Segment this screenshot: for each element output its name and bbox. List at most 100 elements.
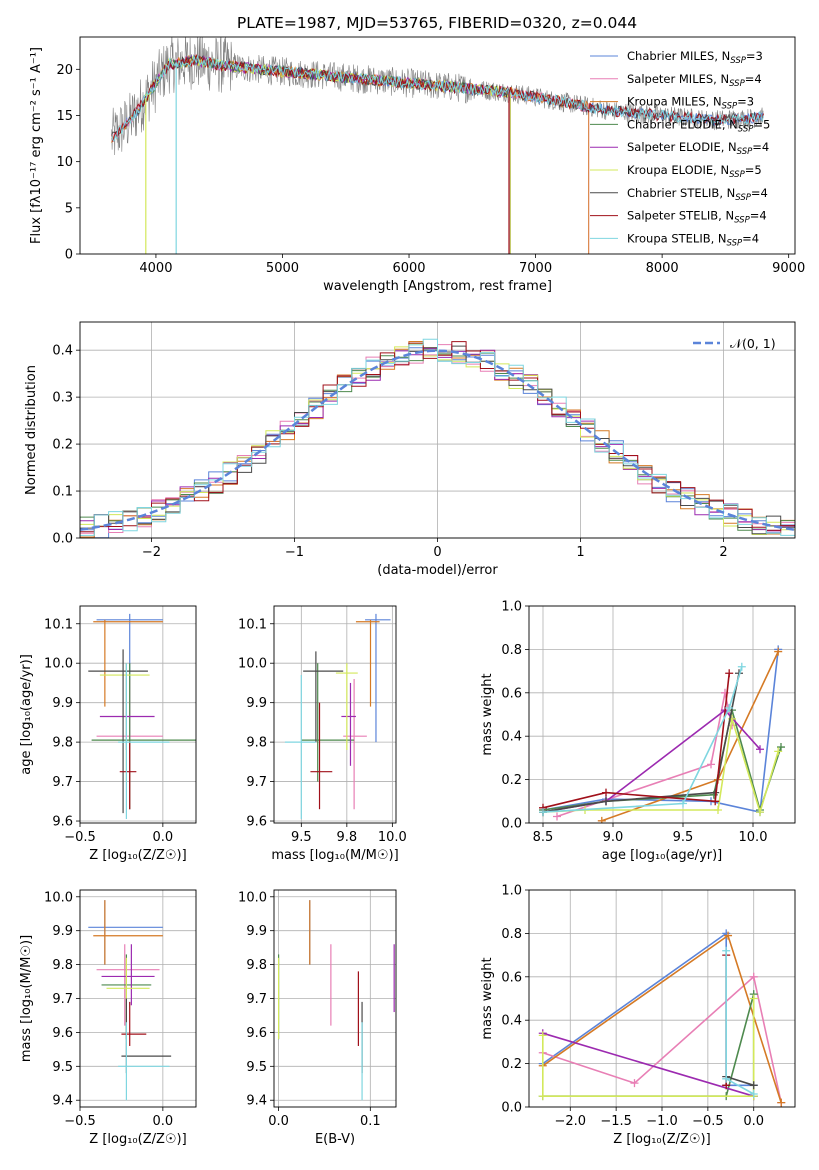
weight-series [542,673,740,813]
axes-frame [528,605,796,824]
panel-weight-vs-z: −2.0 −1.5 −1.0 −0.5 0.0 0.0 0.2 0.4 0.6 0.8 1.0 Z [… [480,884,796,1147]
panel-residual-histogram: −2 −1 0 1 2 0.0 0.1 0.2 0.3 0.4 (data-model)/error… [24,321,796,578]
plot-area [284,613,391,820]
x-tick-label: −0.5 [64,1114,96,1129]
plus-marker [707,760,715,769]
weight-series [542,673,730,809]
y-tick-label: 1.0 [501,600,522,615]
plus-marker [749,1089,758,1098]
y-axis-label: mass weight [480,957,495,1039]
y-tick-label: 9.6 [246,1026,267,1041]
y-tick-label: 9.9 [246,696,267,711]
x-tick-label: 6000 [392,261,425,276]
y-tick-label: 0.6 [501,970,522,985]
x-tick-label: 4000 [139,261,172,276]
x-axis-label: wavelength [Angstrom, rest frame] [323,279,552,294]
legend-label: Kroupa STELIB, NSSP=4 [627,231,759,248]
plus-marker [602,797,610,806]
legend-label: Kroupa MILES, NSSP=3 [627,95,754,112]
axes-frame [79,321,796,539]
weight-series [542,1032,754,1097]
legend-label: Salpeter STELIB, NSSP=4 [627,209,767,226]
y-axis-label: mass [log₁₀(M/M☉)] [19,935,34,1062]
model-spectrum-series [111,54,590,254]
y-tick-label: 0.2 [52,438,73,453]
x-tick-label: 0.0 [153,1114,174,1129]
plot-area [277,900,395,1101]
plus-marker [749,972,758,981]
plus-marker [722,946,731,955]
y-tick-label: 9.7 [246,992,267,1007]
plus-marker [777,1098,786,1107]
y-axis-label: Flux [fλ10⁻¹⁷ erg cm⁻² s⁻¹ A⁻¹] [29,47,44,244]
plus-marker [725,703,734,712]
legend: Chabrier MILES, NSSP=3 Salpeter MILES, NS… [590,49,770,248]
plus-marker [756,808,764,817]
x-tick-label: −1 [285,545,304,560]
x-axis-label: age [log₁₀(age/yr)] [602,848,723,863]
x-axis-label: mass [log₁₀(M/M☉)] [271,848,398,863]
axes-frame [528,889,796,1108]
plot-area [80,338,795,538]
x-tick-label: 10.0 [739,830,768,845]
weight-series [542,998,755,1097]
x-tick-label: 8000 [646,261,679,276]
y-tick-label: 10.0 [238,657,267,672]
y-tick-label: 0.8 [501,643,522,658]
y-tick-label: 9.9 [52,696,73,711]
plus-marker [679,799,687,808]
model-spectrum-series [111,55,590,254]
histogram-series [80,338,795,538]
y-tick-label: 0.1 [52,485,73,500]
x-tick-label: 0.0 [743,1114,764,1129]
y-tick-label: 1.0 [501,884,522,899]
plus-marker [722,1074,731,1083]
plus-marker [749,1081,758,1090]
y-tick-label: 20 [56,63,73,78]
x-tick-label: −0.5 [64,830,96,845]
plot-area [538,929,786,1107]
y-axis-label: Normed distribution [24,365,39,495]
x-tick-label: −2 [142,545,161,560]
figure-title: PLATE=1987, MJD=53765, FIBERID=0320, z=0… [237,14,637,32]
y-tick-label: 10.1 [44,617,73,632]
plus-marker [630,1079,639,1088]
plus-marker [714,805,722,814]
x-axis-label: E(B-V) [315,1132,355,1147]
y-tick-label: 0.0 [501,817,522,832]
plus-marker [724,931,733,940]
x-axis-label: (data-model)/error [377,563,498,578]
plot-area [111,37,764,254]
y-tick-label: 9.7 [246,775,267,790]
x-tick-label: 9.5 [291,830,312,845]
y-tick-label: 9.9 [52,924,73,939]
weight-series [725,1075,754,1087]
panel-mass-vs-ebv: 0.0 0.1 9.4 9.5 9.6 9.7 9.8 9.9 10.0 E(B-V) [238,889,397,1147]
plus-marker [749,994,758,1003]
y-tick-label: 9.8 [246,736,267,751]
y-tick-label: 9.4 [246,1094,267,1109]
y-tick-label: 5 [65,201,73,216]
x-axis-label: Z [log₁₀(Z/Z☉)] [89,848,186,863]
plus-marker [602,788,610,797]
axes-frame [79,36,796,255]
y-tick-label: 0.4 [501,1014,522,1029]
legend-label: Chabrier STELIB, NSSP=4 [627,186,768,203]
plus-marker [777,743,785,752]
y-tick-label: 10.0 [44,657,73,672]
x-tick-label: 9000 [772,261,805,276]
plot-area [88,900,172,1101]
x-tick-label: 9.5 [673,830,694,845]
model-spectrum-series [111,54,764,142]
y-tick-label: 9.6 [246,815,267,830]
x-tick-label: 2 [719,545,727,560]
panel-mass-vs-z: −0.5 0.0 9.4 9.5 9.6 9.7 9.8 9.9 10.0 Z [log₁₀(Z/… [19,889,197,1147]
plot-area [539,645,785,823]
x-tick-label: 5000 [266,261,299,276]
weight-series [542,709,782,813]
axes-frame [273,889,397,1108]
plus-marker [774,647,783,656]
plus-marker [553,812,561,821]
legend-label: Chabrier ELODIE, NSSP=5 [627,117,770,134]
